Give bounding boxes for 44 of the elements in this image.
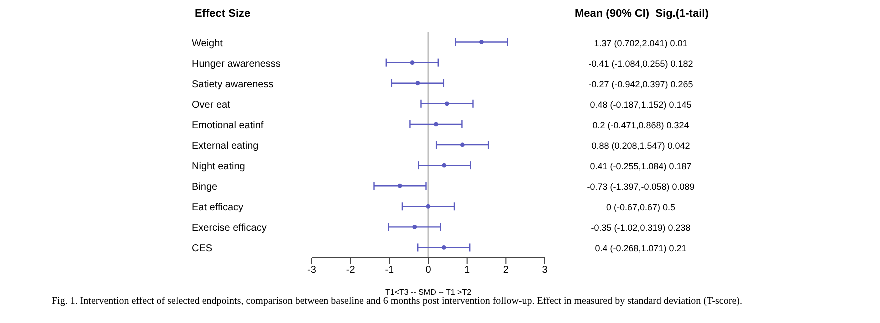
y-tick-label: Eat efficacy bbox=[192, 202, 244, 214]
text: -0.73 (-1.397,-0.058) 0.089 bbox=[587, 182, 695, 192]
text: Mean (90% CI) Sig.(1-tail) bbox=[575, 8, 709, 20]
text: 0.88 (0.208,1.547) 0.042 bbox=[592, 141, 690, 151]
caption: Fig. 1. Intervention effect of selected endpoints, comparison between baseline and 6 months post intervention follow-up. Effect in measured by standard deviation (T-score). bbox=[52, 296, 742, 307]
point bbox=[434, 122, 438, 127]
y-tick-label: Satiety awareness bbox=[192, 79, 274, 90]
x-axis-title: T1<T3 -- SMD -- T1 >T2 bbox=[385, 288, 472, 297]
y-tick-label: Binge bbox=[192, 182, 218, 194]
x-tick-label: 1 bbox=[464, 265, 471, 276]
text: 0.4 (-0.268,1.071) 0.21 bbox=[595, 244, 687, 254]
point bbox=[442, 246, 446, 250]
y-tick-label: Night eating bbox=[192, 162, 246, 173]
text: 0 (-0.67,0.67) 0.5 bbox=[606, 202, 676, 213]
text: 0.48 (-0.187,1.152) 0.145 bbox=[590, 100, 692, 110]
text: -0.35 (-1.02,0.319) 0.238 bbox=[591, 223, 691, 234]
text: -0.27 (-0.942,0.397) 0.265 bbox=[588, 79, 694, 90]
x-tick-label: -1 bbox=[385, 265, 395, 276]
x-tick-label: 3 bbox=[542, 265, 548, 276]
point bbox=[410, 60, 415, 66]
x-tick-label: 2 bbox=[503, 265, 510, 276]
text: 1.37 (0.702,2.041) 0.01 bbox=[594, 38, 688, 48]
y-tick-label: Over eat bbox=[192, 100, 231, 111]
point bbox=[416, 81, 420, 86]
point bbox=[442, 163, 447, 168]
y-tick-label: Emotional eatinf bbox=[192, 120, 264, 132]
y-tick-label: Exercise efficacy bbox=[192, 223, 267, 234]
text: 0.2 (-0.471,0.868) 0.324 bbox=[592, 120, 690, 130]
point bbox=[480, 40, 484, 44]
point bbox=[444, 102, 450, 106]
text: Effect Size bbox=[195, 8, 251, 20]
x-tick-label: -3 bbox=[308, 265, 317, 276]
text: 0.41 (-0.255,1.084) 0.187 bbox=[590, 162, 692, 172]
x-tick-label: -2 bbox=[346, 265, 356, 276]
y-tick-label: Weight bbox=[192, 38, 224, 50]
x-tick-label: 0 bbox=[426, 265, 432, 276]
y-tick-label: CES bbox=[192, 244, 213, 255]
point bbox=[426, 204, 431, 209]
point bbox=[398, 184, 402, 188]
text: -0.41 (-1.084,0.255) 0.182 bbox=[588, 58, 694, 69]
y-tick-label: Hunger awarenesss bbox=[192, 58, 281, 70]
y-tick-label: External eating bbox=[192, 141, 259, 152]
point bbox=[412, 224, 418, 230]
point bbox=[460, 142, 465, 148]
